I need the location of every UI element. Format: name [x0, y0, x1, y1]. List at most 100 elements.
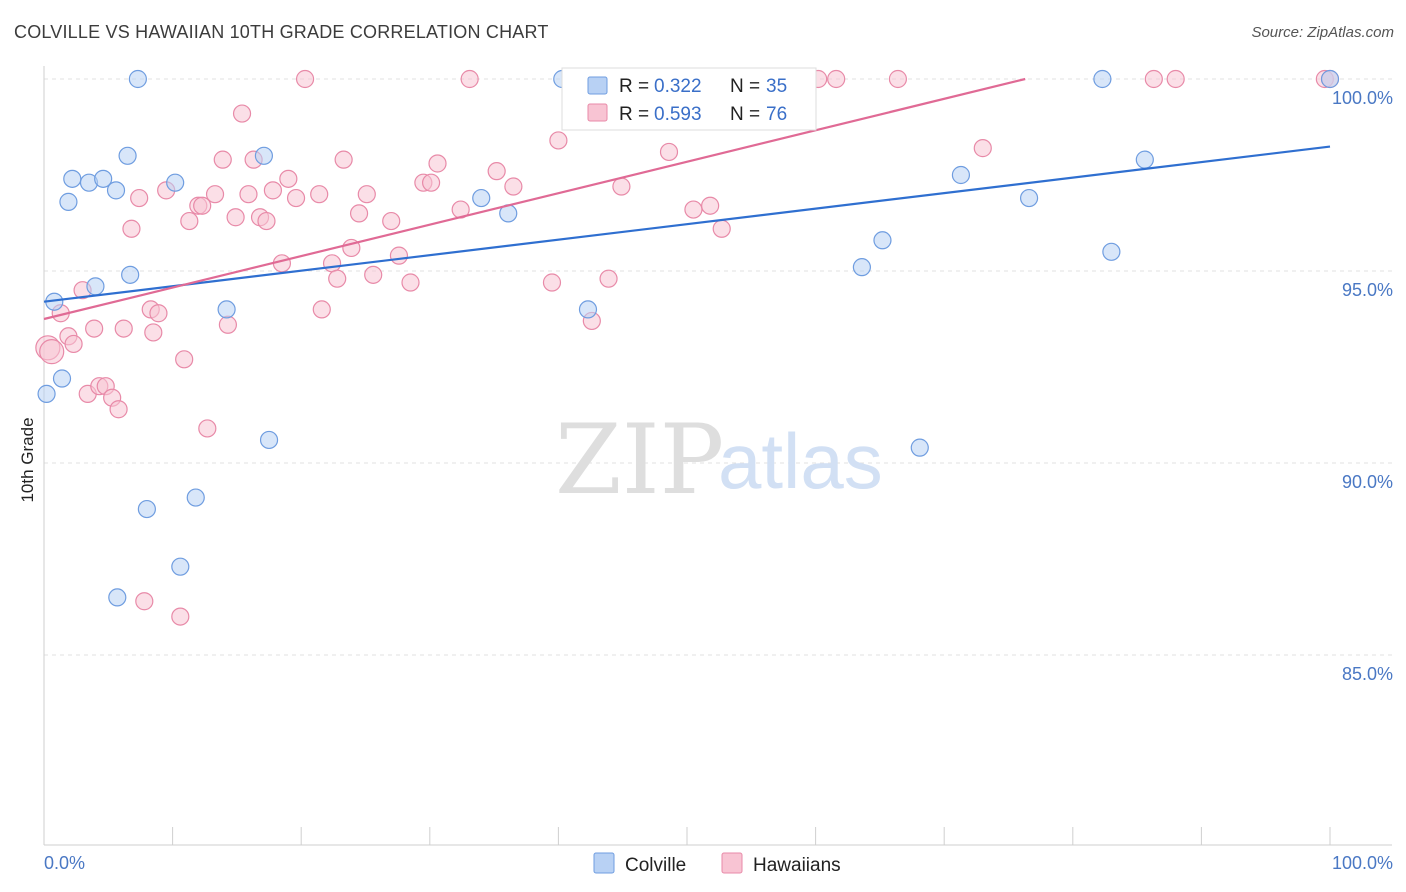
colville-point-32	[1102, 242, 1121, 261]
colville-point-7	[94, 169, 113, 188]
hawaiians-point-12	[114, 319, 133, 338]
colville-point-0	[37, 384, 56, 403]
colville-point-6	[86, 277, 105, 296]
y-tick-label-3: 85.0%	[1342, 664, 1393, 684]
y-tick-label-0: 100.0%	[1332, 88, 1393, 108]
hawaiians-point-44	[334, 150, 353, 169]
colville-point-34	[1320, 69, 1340, 89]
colville-point-33	[1135, 150, 1154, 169]
hawaiians-point-41	[312, 300, 331, 319]
hawaiians-point-63	[612, 177, 631, 196]
hawaiians-point-70	[888, 69, 908, 89]
hawaiians-point-39	[295, 69, 315, 89]
x-tick-label-1: 100.0%	[1332, 853, 1393, 873]
hawaiians-point-15	[135, 592, 154, 611]
legend-r-label-colville: R =	[619, 76, 649, 97]
hawaiians-point-46	[349, 204, 369, 223]
hawaiians-point-18	[149, 304, 168, 323]
colville-point-29	[951, 165, 971, 185]
colville-point-8	[106, 181, 126, 200]
hawaiians-point-21	[175, 350, 194, 369]
y-tick-label-1: 95.0%	[1342, 280, 1393, 300]
legend-swatch-colville	[587, 76, 608, 95]
colville-point-30	[1019, 188, 1039, 208]
hawaiians-point-54	[428, 154, 447, 173]
colville-point-11	[121, 265, 140, 284]
legend: R = 0.322 N = 35 R = 0.593 N = 76	[561, 67, 817, 131]
hawaiians-point-38	[286, 188, 306, 208]
colville-point-17	[217, 300, 236, 319]
hawaiians-point-30	[232, 104, 252, 123]
hawaiians-point-7	[85, 319, 104, 338]
hawaiians-point-13	[122, 219, 141, 238]
colville-point-14	[166, 173, 185, 192]
hawaiians-point-40	[310, 185, 329, 204]
colville-point-16	[186, 488, 205, 507]
hawaiians-point-11	[109, 400, 128, 419]
colville-point-12	[128, 69, 147, 89]
hawaiians-point-66	[701, 196, 720, 215]
legend-r-value-colville: 0.322	[654, 76, 702, 97]
hawaiians-point-53	[421, 173, 441, 192]
hawaiians-point-51	[401, 273, 420, 292]
hawaiians-point-58	[504, 177, 523, 196]
legend-r-label-hawaiians: R =	[619, 104, 649, 125]
colville-point-28	[910, 438, 929, 457]
hawaiians-point-26	[205, 185, 225, 204]
colville-point-3	[59, 192, 78, 211]
hawaiians-point-29	[226, 208, 245, 227]
legend-swatch-hawaiians	[587, 103, 608, 122]
hawaiians-point-64	[659, 142, 679, 162]
hawaiians-point-14	[130, 188, 149, 208]
hawaiians-point-62	[599, 269, 618, 288]
bottom-legend-swatch-colville	[593, 852, 615, 874]
x-tick-labels: 0.0% 100.0%	[44, 853, 1393, 873]
colville-point-15	[171, 557, 190, 576]
colville-point-13	[137, 499, 156, 519]
hawaiians-point-28	[218, 315, 237, 334]
gridlines	[44, 78, 1392, 656]
colville-point-18	[254, 146, 274, 165]
bottom-legend-label-colville: Colville	[625, 855, 686, 876]
hawaiians-point-69	[827, 69, 846, 89]
colville-trendline	[43, 145, 1331, 303]
y-tick-label-2: 90.0%	[1342, 472, 1393, 492]
colville-point-26	[852, 258, 871, 277]
trendlines	[43, 77, 1331, 321]
bottom-legend-swatch-hawaiians	[721, 852, 743, 874]
y-axis-label: 10th Grade	[18, 417, 37, 502]
hawaiians-point-60	[549, 131, 568, 150]
legend-n-label-colville: N =	[730, 76, 760, 97]
hawaiians-point-22	[180, 211, 199, 231]
hawaiians-trendline	[43, 77, 1026, 321]
colville-point-31	[1093, 69, 1112, 89]
colville-point-27	[873, 231, 892, 250]
hawaiians-point-4	[64, 334, 83, 354]
hawaiians-point-75	[1144, 69, 1163, 89]
hawaiians-point-71	[973, 139, 992, 158]
hawaiians-point-49	[382, 211, 401, 231]
chart-title: COLVILLE VS HAWAIIAN 10TH GRADE CORRELAT…	[14, 22, 549, 42]
hawaiians-point-42	[322, 254, 342, 273]
watermark: ZIP atlas	[555, 404, 883, 516]
hawaiians-point-25	[198, 419, 217, 438]
hawaiians-point-17	[144, 323, 163, 342]
source-label: Source: ZipAtlas.com	[1251, 24, 1394, 41]
colville-point-23	[578, 300, 598, 319]
hawaiians-point-24	[193, 196, 212, 215]
watermark-zip: ZIP	[555, 404, 724, 516]
colville-point-20	[472, 188, 491, 208]
bottom-legend-label-hawaiians: Hawaiians	[753, 855, 841, 876]
y-tick-labels: 100.0% 95.0% 90.0% 85.0%	[1332, 88, 1393, 684]
hawaiians-point-20	[171, 607, 190, 626]
legend-r-value-hawaiians: 0.593	[654, 104, 702, 125]
hawaiians-point-43	[328, 269, 347, 288]
hawaiians-point-59	[542, 273, 562, 292]
colville-point-4	[63, 169, 82, 188]
colville-point-2	[52, 369, 72, 388]
hawaiians-point-27	[213, 150, 232, 169]
hawaiians-point-47	[357, 185, 376, 204]
hawaiians-point-31	[239, 185, 258, 204]
hawaiians-point-72	[1166, 69, 1185, 89]
hawaiians-point-57	[487, 162, 506, 181]
